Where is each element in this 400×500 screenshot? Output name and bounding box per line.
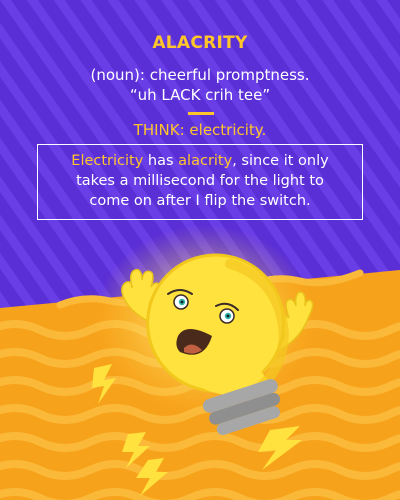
bulb-base: [202, 379, 278, 413]
light-bulb: [146, 253, 289, 436]
highlight-alacrity: alacrity: [178, 153, 233, 169]
example-line-2: takes a millisecond for the light to: [76, 173, 324, 189]
example-sentence-box: [37, 144, 363, 220]
word-definition: (noun): cheerful promptness.: [90, 66, 310, 84]
memory-hint: THINK: electricity.: [133, 121, 267, 139]
lightning-bolt-icon: [258, 426, 302, 470]
divider: [188, 112, 214, 115]
lightning-bolt-icon: [136, 458, 168, 496]
word-pronunciation: “uh LACK crih tee”: [129, 86, 271, 104]
vocabulary-word: ALACRITY: [152, 33, 248, 53]
lightning-bolt-icon: [122, 432, 150, 468]
example-line-3: come on after I flip the switch.: [89, 193, 311, 209]
lightning-bolt-icon: [92, 364, 116, 404]
highlight-electricity: Electricity: [71, 153, 144, 169]
example-line-1: Electricity has alacrity, since it only: [71, 153, 329, 169]
bulb-face: [167, 289, 239, 355]
